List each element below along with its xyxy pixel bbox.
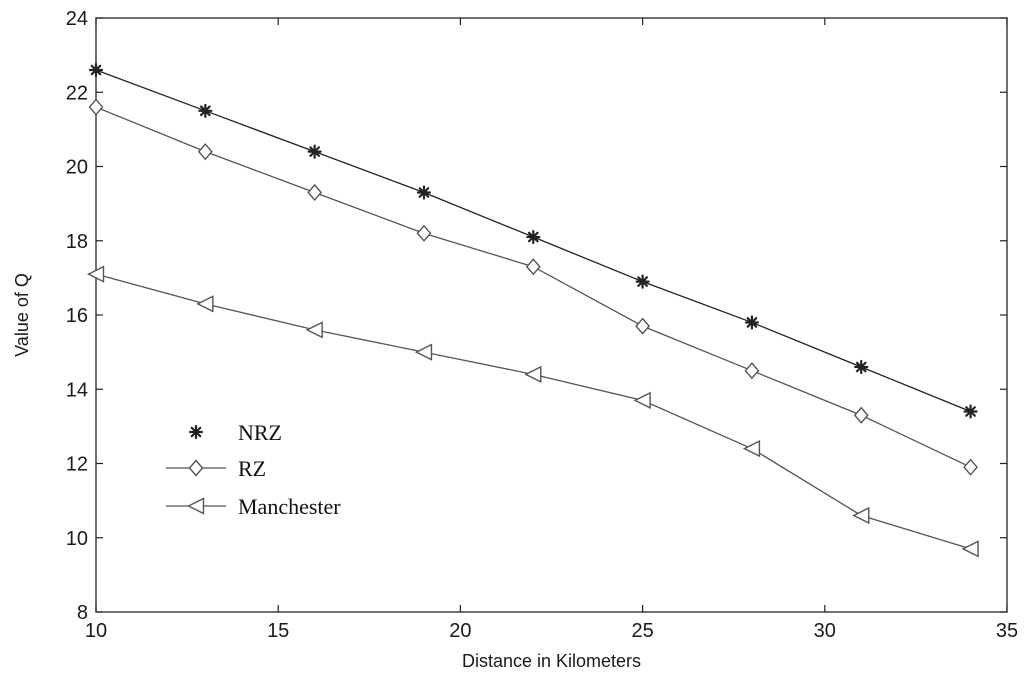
legend-marker (188, 459, 204, 477)
data-point (744, 315, 760, 330)
data-point (307, 183, 323, 202)
data-point (305, 321, 323, 339)
x-axis-label: Distance in Kilometers (462, 651, 641, 671)
y-tick-label: 24 (66, 8, 88, 30)
y-tick-label: 8 (77, 602, 88, 624)
legend-label: RZ (238, 456, 266, 481)
data-point (524, 365, 542, 384)
series-nrz (88, 62, 978, 419)
legend-item-manchester: Manchester (166, 494, 341, 519)
data-point (414, 343, 433, 361)
x-tick-label: 25 (631, 620, 653, 642)
series-line (95, 273, 971, 550)
x-tick-label: 30 (814, 620, 836, 642)
data-point (196, 295, 214, 313)
series-layer (86, 62, 979, 558)
x-tick-label: 35 (996, 620, 1018, 642)
data-point (635, 317, 651, 335)
data-point (88, 62, 104, 78)
data-point (197, 143, 213, 161)
data-point (86, 265, 105, 283)
legend-item-nrz: NRZ (188, 420, 282, 445)
data-point (635, 274, 650, 289)
y-tick-label: 18 (66, 231, 88, 253)
y-tick-label: 12 (66, 454, 88, 476)
data-point (526, 229, 541, 245)
legend-label: NRZ (238, 420, 282, 445)
plot-area (95, 17, 1008, 613)
data-point (633, 391, 651, 410)
data-point (88, 98, 104, 116)
data-point (525, 258, 541, 276)
data-point (416, 224, 432, 242)
legend: NRZ RZ Manchester (166, 420, 341, 519)
data-point (307, 144, 322, 159)
legend-marker (188, 424, 204, 440)
y-tick-label: 16 (66, 305, 88, 327)
legend-marker (186, 497, 205, 515)
series-manchester (86, 265, 979, 558)
series-line (95, 106, 971, 468)
x-tick-label: 15 (267, 620, 289, 642)
data-point (961, 540, 979, 558)
data-point (963, 458, 978, 476)
data-point (742, 440, 761, 458)
legend-label: Manchester (238, 494, 341, 519)
data-point (963, 404, 978, 419)
y-tick-label: 20 (66, 157, 88, 179)
y-tick-label: 22 (66, 82, 88, 104)
plot-border (95, 17, 1008, 613)
data-point (852, 506, 870, 525)
data-point (416, 185, 432, 200)
data-point (198, 103, 213, 118)
y-tick-label: 10 (66, 528, 88, 550)
y-axis-label: Value of Q (12, 273, 32, 357)
x-tick-label: 10 (85, 620, 107, 642)
legend-item-rz: RZ (166, 456, 266, 481)
x-tick-label: 20 (449, 620, 471, 642)
y-tick-label: 14 (66, 379, 88, 401)
data-point (854, 359, 869, 375)
series-rz (88, 98, 978, 476)
data-point (744, 362, 760, 380)
data-point (853, 406, 869, 424)
